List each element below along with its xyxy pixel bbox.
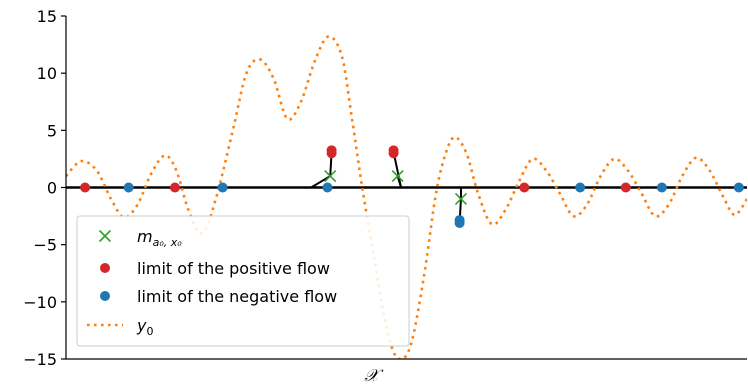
positive-limit-point-0 bbox=[80, 182, 91, 193]
y-tick-label-1: 10 bbox=[37, 64, 57, 83]
legend: ma₀, x₀ limit of the positive flow limit o… bbox=[76, 215, 410, 347]
legend-label-y0: y0 bbox=[136, 316, 153, 338]
legend-label-positive: limit of the positive flow bbox=[137, 259, 330, 278]
m-cross-point-0 bbox=[324, 170, 337, 183]
negative-limit-point-2 bbox=[322, 182, 333, 193]
positive-limit-point-7 bbox=[388, 145, 399, 156]
flow-segment-0 bbox=[310, 152, 333, 189]
positive-limit-point-3 bbox=[620, 182, 631, 193]
legend-marker-m bbox=[98, 229, 112, 243]
positive-limit-point-1 bbox=[169, 182, 180, 193]
y-tick-label-4: −5 bbox=[33, 236, 57, 255]
axes: 15 10 5 0 −5 −10 −15 𝒳 bbox=[23, 7, 747, 385]
plot-area bbox=[66, 35, 747, 359]
y-tick-label-0: 15 bbox=[37, 7, 57, 26]
negative-limit-point-7 bbox=[454, 217, 465, 228]
negative-limit-point-3 bbox=[575, 182, 586, 193]
y-tick-label-6: −15 bbox=[23, 350, 57, 369]
legend-marker-negative bbox=[100, 291, 110, 301]
negative-limit-point-0 bbox=[123, 182, 134, 193]
legend-marker-positive bbox=[100, 263, 110, 273]
negative-limit-point-5 bbox=[733, 182, 744, 193]
negative-limit-point-4 bbox=[656, 182, 667, 193]
positive-limit-point-5 bbox=[326, 145, 337, 156]
y-tick-label-2: 5 bbox=[47, 121, 57, 140]
negative-limit-point-1 bbox=[217, 182, 228, 193]
positive-limit-point-2 bbox=[519, 182, 530, 193]
flow-segment-1 bbox=[392, 151, 403, 188]
legend-box bbox=[76, 215, 410, 347]
y-tick-label-3: 0 bbox=[47, 179, 57, 198]
legend-label-negative: limit of the negative flow bbox=[137, 287, 337, 306]
y-tick-label-5: −10 bbox=[23, 293, 57, 312]
legend-label-m: ma₀, x₀ bbox=[137, 227, 182, 249]
m-cross-point-1 bbox=[391, 170, 404, 183]
m-cross-point-2 bbox=[454, 192, 468, 205]
x-axis-label: 𝒳 bbox=[364, 366, 384, 385]
y0-curve bbox=[66, 35, 747, 359]
